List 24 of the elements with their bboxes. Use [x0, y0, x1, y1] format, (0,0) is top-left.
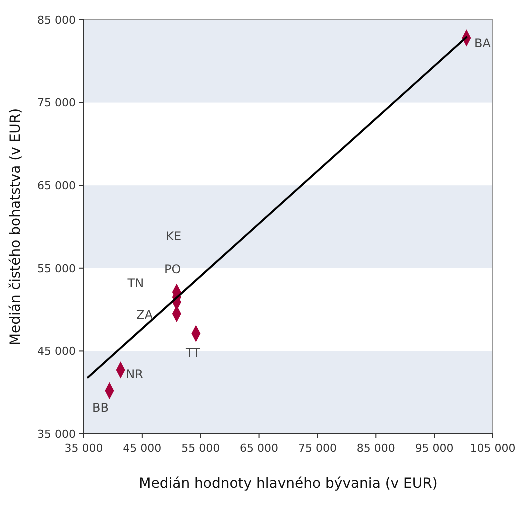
- y-tick-label: 35 000: [38, 428, 76, 441]
- x-tick-label: 65 000: [240, 442, 279, 455]
- x-tick-label: 85 000: [356, 442, 396, 455]
- x-tick-label: 45 000: [123, 442, 162, 455]
- x-tick-label: 55 000: [182, 442, 220, 455]
- y-axis-title: Medián čistého bohatstva (v EUR): [8, 108, 24, 346]
- annotation: BA: [474, 36, 492, 50]
- y-tick-label: 55 000: [38, 262, 76, 276]
- y-tick-label: 75 000: [38, 96, 76, 110]
- x-tick-label: 35 000: [64, 442, 104, 455]
- annotation: ZA: [136, 308, 154, 322]
- y-tick-label: 65 000: [38, 179, 76, 192]
- annotation: PO: [164, 262, 182, 277]
- y-tick-label: 45 000: [38, 345, 76, 358]
- x-tick-label: 75 000: [298, 442, 337, 455]
- annotation: TN: [126, 276, 144, 291]
- annotation: BB: [92, 401, 109, 416]
- x-tick-label: 95 000: [415, 442, 454, 455]
- annotation: NR: [126, 367, 144, 382]
- annotation: TT: [184, 346, 202, 360]
- y-tick-label: 85 000: [38, 14, 76, 27]
- x-axis-title: Medián hodnoty hlavného bývania (v EUR): [139, 476, 438, 492]
- annotation: KE: [166, 230, 182, 244]
- x-tick-label: 105 000: [470, 442, 516, 455]
